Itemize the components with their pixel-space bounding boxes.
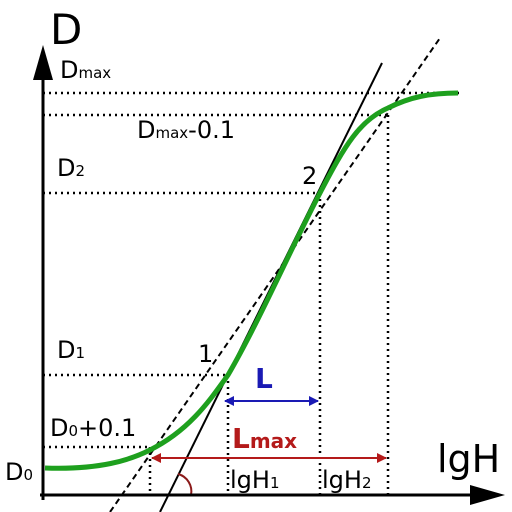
y-arrow xyxy=(33,45,53,80)
level-label: Dmax-0.1 xyxy=(137,116,235,144)
x-axis-label: lgH xyxy=(437,437,500,481)
range-label: Lmax xyxy=(232,422,297,455)
level-label: Dmax xyxy=(60,56,111,84)
level-label: D0 xyxy=(5,458,33,486)
y-axis-label: D xyxy=(50,5,82,54)
x-arrow xyxy=(470,485,505,505)
point-label: 1 xyxy=(198,340,213,368)
x-mark-label: lgH1 xyxy=(230,466,280,494)
level-label: D0+0.1 xyxy=(50,414,136,442)
range-label: L xyxy=(255,362,273,395)
curve xyxy=(44,90,459,471)
level-label: D2 xyxy=(57,154,85,182)
guides xyxy=(43,91,460,495)
dashed-line xyxy=(109,37,441,512)
level-label: D1 xyxy=(57,336,85,364)
point-label: 2 xyxy=(302,162,317,190)
x-mark-label: lgH2 xyxy=(322,466,372,494)
angle-arc xyxy=(177,473,193,496)
